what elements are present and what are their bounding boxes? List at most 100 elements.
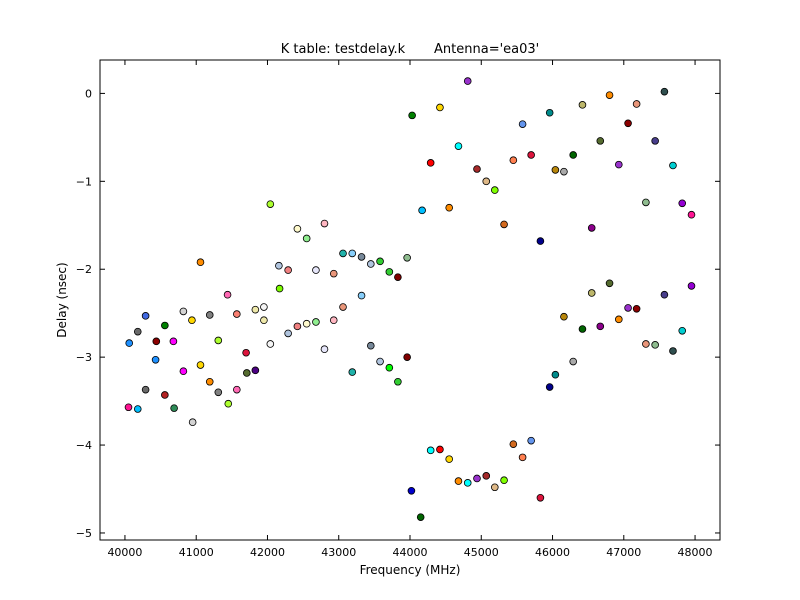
data-point (329, 316, 338, 325)
data-point (669, 347, 677, 355)
y-tick-label: −4 (76, 439, 92, 452)
data-point (578, 325, 587, 333)
data-point (376, 357, 384, 366)
data-point (141, 385, 150, 394)
data-point (161, 321, 169, 330)
data-point (560, 312, 568, 321)
data-point (651, 341, 659, 349)
data-point (518, 453, 527, 462)
data-point (436, 445, 444, 454)
data-point (141, 312, 150, 320)
data-point (407, 486, 416, 495)
data-point (224, 399, 233, 408)
data-point (642, 340, 650, 348)
x-tick-label: 44000 (393, 546, 428, 559)
data-point (445, 455, 453, 463)
data-point (669, 161, 677, 170)
data-point (196, 361, 205, 369)
data-point (436, 103, 444, 112)
data-point (133, 327, 142, 336)
data-point (536, 494, 545, 502)
data-point (320, 219, 329, 228)
data-point (161, 391, 169, 399)
data-point (205, 377, 214, 386)
data-point (312, 318, 320, 326)
data-point (196, 258, 205, 266)
data-point (251, 366, 260, 375)
data-point (205, 311, 214, 319)
data-point (367, 260, 375, 268)
x-axis-label: Frequency (MHz) (360, 563, 461, 577)
data-point (454, 477, 463, 485)
data-point (473, 165, 481, 173)
data-point (426, 159, 435, 167)
y-tick-label: 0 (85, 87, 92, 100)
data-point (302, 319, 311, 328)
data-point (223, 290, 232, 299)
data-point (348, 249, 357, 258)
data-point (596, 137, 605, 145)
data-point (367, 341, 375, 350)
data-point (394, 377, 402, 386)
data-point (500, 476, 508, 485)
data-point (188, 316, 196, 325)
data-point (376, 257, 384, 266)
data-point (615, 160, 623, 169)
data-point (170, 404, 178, 412)
data-point (408, 111, 416, 120)
data-point (642, 198, 650, 207)
data-point (133, 405, 142, 413)
data-point (124, 403, 133, 412)
data-point (660, 87, 669, 96)
data-point (605, 91, 614, 99)
data-point (578, 101, 587, 109)
data-point (339, 303, 347, 311)
data-point (275, 284, 284, 293)
plot-area-frame (99, 59, 721, 541)
data-point (632, 304, 641, 313)
data-point (615, 315, 623, 324)
data-point (403, 353, 411, 361)
y-tick-label: −1 (76, 175, 92, 188)
data-point (651, 137, 659, 145)
data-point (624, 304, 632, 312)
data-point (536, 237, 545, 245)
data-point (329, 269, 338, 278)
data-points (124, 77, 696, 521)
x-tick-label: 47000 (606, 546, 641, 559)
data-point (551, 370, 560, 379)
data-point (293, 224, 302, 233)
data-point (251, 305, 260, 314)
data-point (445, 203, 453, 212)
y-tick-label: −3 (76, 351, 92, 364)
data-point (687, 282, 696, 290)
data-point (482, 177, 491, 186)
data-point (339, 249, 347, 258)
data-point (491, 483, 499, 492)
data-point (509, 156, 518, 165)
chart-title: K table: testdelay.k Antenna='ea03' (281, 42, 540, 57)
data-point (312, 266, 320, 274)
data-point (500, 220, 508, 229)
data-point (188, 418, 197, 426)
data-point (605, 279, 614, 288)
data-point (418, 206, 426, 215)
data-point (551, 166, 560, 174)
data-point (587, 224, 596, 232)
data-point (260, 316, 268, 325)
x-tick-label: 43000 (321, 546, 356, 559)
data-point (385, 363, 394, 372)
data-point (151, 355, 160, 364)
data-point (678, 326, 687, 335)
x-tick-label: 42000 (250, 546, 285, 559)
data-point (416, 513, 425, 521)
data-point (560, 167, 568, 176)
data-point (284, 266, 292, 274)
data-point (678, 199, 687, 208)
data-point (569, 151, 577, 159)
data-point (660, 290, 669, 299)
data-point (545, 383, 554, 391)
y-tick-label: −5 (76, 527, 92, 540)
data-point (293, 322, 302, 331)
